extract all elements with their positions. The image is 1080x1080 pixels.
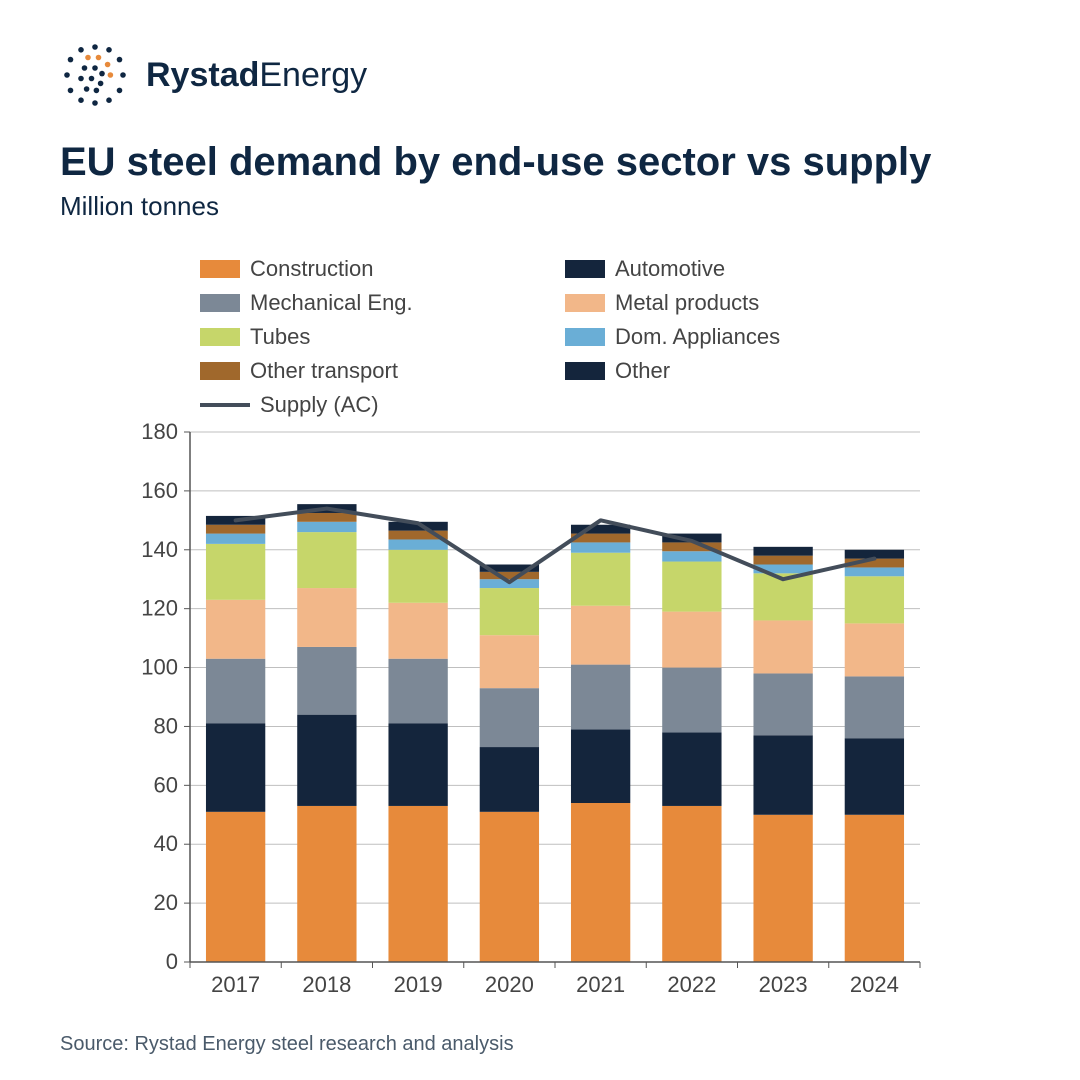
bar-segment <box>297 715 356 806</box>
bar-segment <box>753 547 812 556</box>
bar-segment <box>571 542 630 552</box>
brand-name: RystadEnergy <box>146 56 367 95</box>
bar-segment <box>845 815 904 962</box>
x-tick-label: 2017 <box>211 972 260 997</box>
legend-label: Tubes <box>250 324 310 349</box>
y-tick-label: 60 <box>154 772 178 797</box>
bar-segment <box>297 513 356 522</box>
bar-segment <box>480 572 539 579</box>
legend-label: Mechanical Eng. <box>250 290 413 315</box>
y-tick-label: 40 <box>154 831 178 856</box>
bar-segment <box>845 567 904 576</box>
bar-segment <box>388 659 447 724</box>
bar-segment <box>753 620 812 673</box>
chart-title: EU steel demand by end-use sector vs sup… <box>60 140 1020 185</box>
bar-segment <box>662 668 721 733</box>
bar-segment <box>845 676 904 738</box>
legend-label: Dom. Appliances <box>615 324 780 349</box>
x-tick-label: 2024 <box>850 972 899 997</box>
bar-segment <box>753 673 812 735</box>
bar-segment <box>845 738 904 815</box>
logo-globe-icon <box>60 40 130 110</box>
legend-label: Supply (AC) <box>260 392 379 417</box>
x-tick-label: 2021 <box>576 972 625 997</box>
bar-segment <box>480 812 539 962</box>
y-tick-label: 160 <box>141 478 178 503</box>
page: RystadEnergy EU steel demand by end-use … <box>0 0 1080 1080</box>
bar-segment <box>480 688 539 747</box>
y-tick-label: 140 <box>141 537 178 562</box>
y-tick-label: 180 <box>141 419 178 444</box>
bar-segment <box>388 724 447 806</box>
bar-segment <box>297 532 356 588</box>
bar-segment <box>662 732 721 806</box>
bar-segment <box>662 806 721 962</box>
y-tick-label: 0 <box>166 949 178 974</box>
bar-segment <box>571 803 630 962</box>
bar-segment <box>662 612 721 668</box>
bar-segment <box>571 729 630 803</box>
bar-segment <box>480 588 539 635</box>
y-tick-label: 20 <box>154 890 178 915</box>
bar-segment <box>388 550 447 603</box>
bar-segment <box>845 576 904 623</box>
bar-segment <box>297 806 356 962</box>
legend-label: Metal products <box>615 290 759 315</box>
bar-segment <box>571 553 630 606</box>
bar-segment <box>388 603 447 659</box>
brand-name-bold: Rystad <box>146 56 259 94</box>
legend-label: Other <box>615 358 670 383</box>
bar-segment <box>662 551 721 561</box>
bar-segment <box>206 525 265 534</box>
bar-segment <box>845 623 904 676</box>
bar-segment <box>206 812 265 962</box>
y-tick-label: 80 <box>154 713 178 738</box>
x-tick-label: 2022 <box>667 972 716 997</box>
bar-segment <box>662 562 721 612</box>
legend-label: Other transport <box>250 358 398 383</box>
chart-subtitle: Million tonnes <box>60 191 1020 222</box>
bar-segment <box>753 735 812 815</box>
y-tick-label: 100 <box>141 655 178 680</box>
brand-name-light: Energy <box>259 56 367 94</box>
x-tick-label: 2020 <box>485 972 534 997</box>
bar-segment <box>206 534 265 544</box>
bar-segment <box>206 724 265 812</box>
bar-segment <box>297 522 356 532</box>
stacked-bar-chart: Construction Automotive Mechanical Eng. Met… <box>120 242 940 1012</box>
x-tick-label: 2019 <box>394 972 443 997</box>
bar-segment <box>206 600 265 659</box>
legend-label: Construction <box>250 256 374 281</box>
bar-segment <box>571 606 630 665</box>
bar-segment <box>297 588 356 647</box>
bar-segment <box>753 815 812 962</box>
x-tick-label: 2018 <box>302 972 351 997</box>
bar-segment <box>753 556 812 565</box>
source-caption: Source: Rystad Energy steel research and… <box>60 1033 1020 1056</box>
brand-header: RystadEnergy <box>60 40 1020 110</box>
bar-segment <box>388 806 447 962</box>
bar-segment <box>206 659 265 724</box>
y-tick-label: 120 <box>141 596 178 621</box>
bar-segment <box>206 544 265 600</box>
bar-segment <box>297 647 356 715</box>
bar-segment <box>480 747 539 812</box>
x-tick-label: 2023 <box>759 972 808 997</box>
legend-label: Automotive <box>615 256 725 281</box>
bar-segment <box>571 665 630 730</box>
bar-segment <box>480 635 539 688</box>
bar-segment <box>388 539 447 549</box>
